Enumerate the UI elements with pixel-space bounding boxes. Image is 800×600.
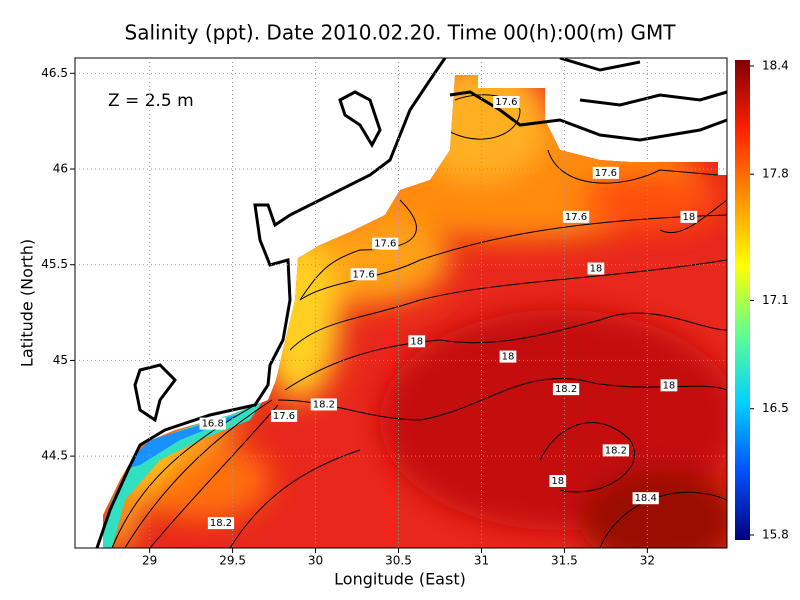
y-tick-label: 46.5 — [41, 66, 68, 80]
depth-annotation: Z = 2.5 m — [108, 91, 194, 111]
contour-label: 17.6 — [372, 237, 399, 250]
contour-label-bg — [408, 335, 426, 348]
y-axis-label: Latitude (North) — [18, 239, 37, 367]
contour-label-text: 18.4 — [635, 493, 657, 504]
contour-label: 18 — [499, 350, 517, 363]
x-tick-label: 31.5 — [551, 554, 578, 568]
contour-label: 18 — [549, 475, 567, 488]
colorbar-tick-label: 15.8 — [762, 528, 789, 542]
x-tick-label: 30.5 — [385, 554, 412, 568]
contour-label-text: 18.2 — [555, 384, 577, 395]
contour-label-bg — [592, 166, 620, 179]
contour-label: 17.6 — [270, 409, 298, 422]
contour-label-text: 18 — [410, 336, 423, 347]
contour-label-bg — [680, 210, 698, 223]
contour-label: 17.6 — [493, 96, 520, 109]
contour-label-text: 18 — [590, 264, 603, 275]
contour-label: 18 — [660, 379, 678, 392]
colorbar-tick-label: 17.1 — [762, 293, 789, 307]
x-tick-label: 29.5 — [219, 554, 246, 568]
x-tick-label: 30 — [308, 554, 323, 568]
contour-label-bg — [270, 409, 298, 422]
contour-label-text: 17.6 — [353, 269, 375, 280]
contour-label-text: 17.6 — [595, 168, 617, 179]
contour-label-text: 18.2 — [605, 445, 627, 456]
contour-label-bg — [372, 237, 399, 250]
contour-label-bg — [310, 398, 337, 411]
colorbar-tick-label: 16.5 — [762, 401, 789, 415]
contour-label: 16.8 — [199, 417, 226, 430]
contour-label-text: 18 — [663, 380, 676, 391]
contour-label: 18 — [680, 210, 698, 223]
contour-label-text: 18 — [502, 352, 515, 363]
y-tick-label: 45 — [53, 353, 68, 367]
contour-label: 18.2 — [552, 383, 580, 396]
contour-label-text: 16.8 — [202, 419, 224, 430]
y-tick-label: 45.5 — [41, 257, 68, 271]
contour-label: 18 — [408, 335, 426, 348]
contour-label: 18.2 — [602, 444, 629, 457]
colorbar — [735, 60, 750, 540]
chart-title: Salinity (ppt). Date 2010.02.20. Time 00… — [125, 21, 677, 45]
plot-frame — [74, 57, 728, 549]
contour-label-bg — [549, 475, 567, 488]
contour-label-text: 17.6 — [273, 411, 295, 422]
contour-label: 17.6 — [592, 166, 620, 179]
x-tick-label: 32 — [640, 554, 655, 568]
contour-label-bg — [499, 350, 517, 363]
contour-label-bg — [602, 444, 629, 457]
colorbar-tick-label: 18.4 — [762, 59, 789, 73]
contour-label-text: 18.2 — [210, 518, 232, 529]
contour-label-text: 18 — [682, 212, 695, 223]
contour-label-text: 18 — [551, 476, 564, 487]
contour-label: 17.6 — [562, 210, 590, 223]
contour-label-bg — [660, 379, 678, 392]
contour-label-bg — [587, 262, 605, 275]
contour-label: 18.2 — [310, 398, 337, 411]
contour-label-text: 18.2 — [313, 399, 335, 410]
y-tick-label: 46 — [53, 162, 68, 176]
contour-label-text: 17.6 — [495, 97, 517, 108]
contour-label: 17.6 — [350, 268, 377, 281]
contour-label-bg — [632, 492, 659, 505]
contour-label: 18 — [587, 262, 605, 275]
contour-label-bg — [562, 210, 590, 223]
y-tick-label: 44.5 — [41, 449, 68, 463]
contour-label-bg — [493, 96, 520, 109]
contour-label-bg — [207, 517, 235, 530]
contour-label-bg — [552, 383, 580, 396]
contour-label-bg — [350, 268, 377, 281]
x-axis-label: Longitude (East) — [334, 570, 466, 589]
contour-label-text: 17.6 — [565, 212, 587, 223]
contour-label: 18.2 — [207, 517, 235, 530]
colorbar-tick-label: 17.8 — [762, 167, 789, 181]
x-tick-label: 29 — [142, 554, 157, 568]
contour-label-text: 17.6 — [374, 239, 396, 250]
contour-label-bg — [199, 417, 226, 430]
x-tick-label: 31 — [474, 554, 489, 568]
coastline — [95, 58, 727, 548]
contour-label: 18.4 — [632, 492, 659, 505]
